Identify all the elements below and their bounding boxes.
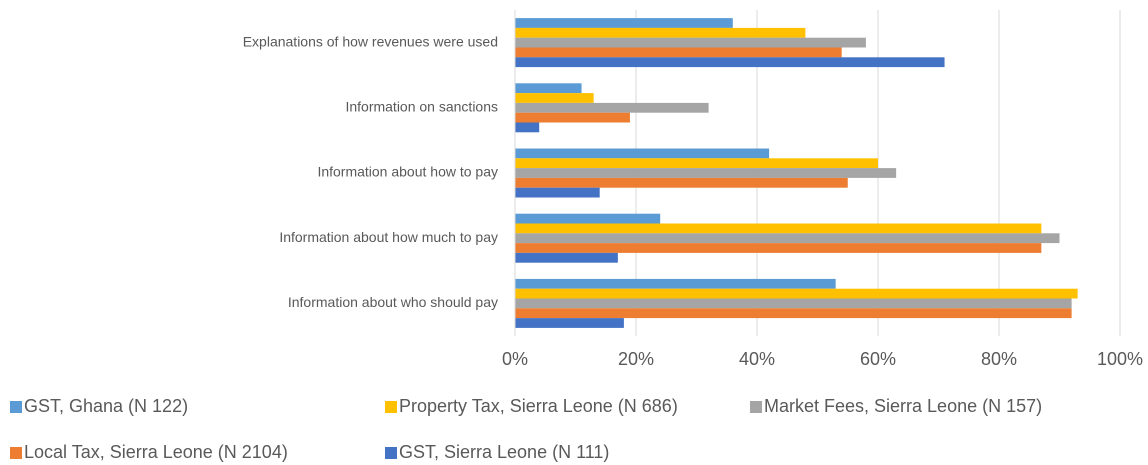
legend-label: Local Tax, Sierra Leone (N 2104) (24, 442, 288, 462)
x-tick-label: 60% (860, 349, 896, 369)
bar (515, 148, 770, 159)
bar (515, 278, 836, 289)
bar (515, 308, 1072, 319)
bar (515, 158, 878, 169)
x-tick-label: 0% (502, 349, 528, 369)
legend-swatch (10, 447, 22, 459)
bar (515, 168, 897, 178)
legend-swatch (385, 401, 397, 413)
bar (515, 187, 600, 198)
legend-swatch (10, 401, 22, 413)
bar (515, 112, 630, 123)
bar (515, 252, 618, 263)
legend-label: Market Fees, Sierra Leone (N 157) (764, 396, 1042, 416)
legend-label: GST, Ghana (N 122) (24, 396, 188, 416)
legend-swatch (385, 447, 397, 459)
bar (515, 47, 842, 58)
y-tick-label: Explanations of how revenues were used (243, 33, 498, 49)
x-tick-label: 20% (618, 349, 654, 369)
bar (515, 83, 582, 94)
bar (515, 298, 1072, 309)
y-tick-label: Information about how much to pay (279, 229, 498, 245)
bar (515, 223, 1042, 234)
y-tick-label: Information about how to pay (317, 164, 498, 180)
bar (515, 243, 1042, 253)
bar (515, 18, 733, 28)
legend-label: Property Tax, Sierra Leone (N 686) (399, 396, 678, 416)
x-tick-label: 100% (1097, 349, 1143, 369)
bar (515, 37, 866, 48)
x-tick-label: 80% (981, 349, 1017, 369)
bar (515, 288, 1078, 299)
bar (515, 213, 661, 224)
bar (515, 318, 624, 328)
bar (515, 122, 540, 133)
legend-label: GST, Sierra Leone (N 111) (399, 442, 609, 462)
bar (515, 27, 806, 38)
legend-swatch (750, 401, 762, 413)
bar (515, 233, 1060, 244)
x-tick-label: 40% (739, 349, 775, 369)
bar (515, 93, 594, 103)
bar (515, 57, 945, 68)
y-tick-label: Information about who should pay (288, 294, 498, 310)
y-tick-label: Information on sanctions (345, 99, 498, 115)
bar (515, 177, 848, 188)
bar (515, 102, 709, 113)
